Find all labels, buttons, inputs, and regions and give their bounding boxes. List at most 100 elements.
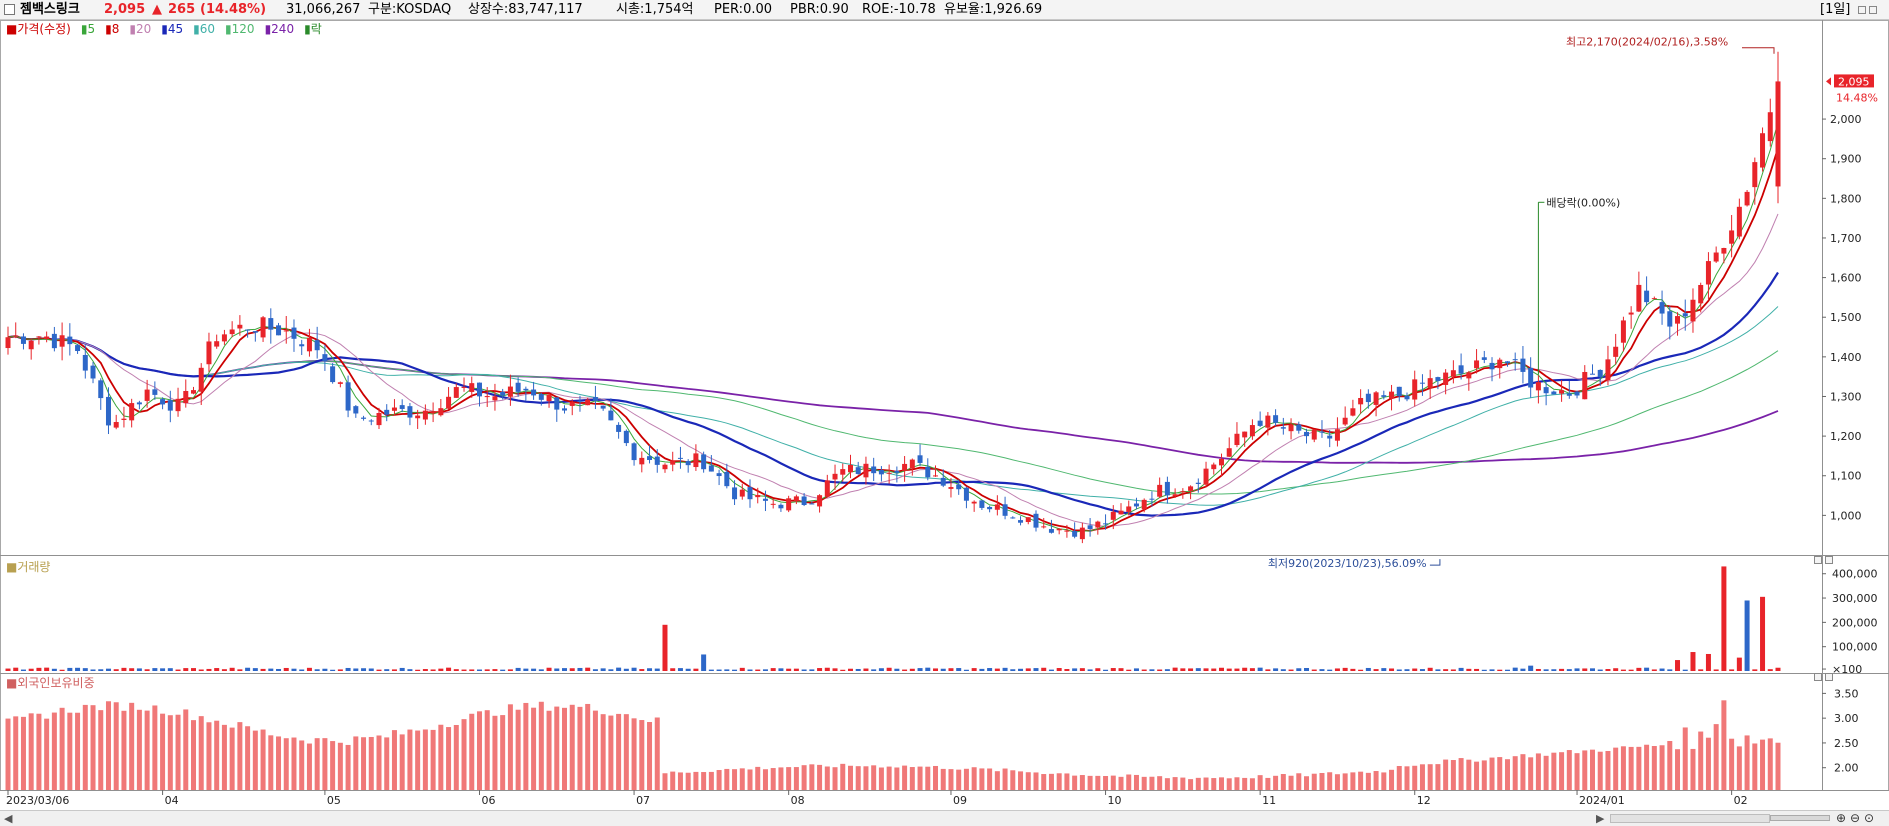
candle-body <box>1767 112 1773 142</box>
volume-panel-close-button[interactable] <box>1825 556 1833 564</box>
foreign-bar <box>1172 777 1178 790</box>
foreign-bar <box>639 720 645 790</box>
volume-bar <box>314 669 320 671</box>
candle-body <box>1373 392 1379 405</box>
candle-body <box>708 465 714 472</box>
select-checkbox[interactable] <box>4 4 15 15</box>
volume-bar <box>1535 668 1541 671</box>
foreign-bar <box>422 729 428 790</box>
volume-bar <box>1103 669 1109 671</box>
candle-body <box>608 410 614 421</box>
foreign-bar <box>592 710 598 790</box>
foreign-bar <box>948 769 954 790</box>
scroll-left-icon[interactable]: ◀ <box>4 812 13 825</box>
volume-bar <box>20 669 26 671</box>
zoom-in-icon[interactable]: ⊕ <box>1836 811 1847 825</box>
period-selector[interactable]: [1일] <box>1820 2 1851 17</box>
zoom-reset-icon[interactable]: ⊙ <box>1864 811 1875 825</box>
ma-line-45 <box>7 271 1779 517</box>
volume-bar <box>214 668 220 671</box>
volume-bar <box>1659 668 1665 671</box>
foreign-bar <box>276 736 282 790</box>
candle-body <box>631 443 637 461</box>
minimize-button[interactable] <box>1858 6 1866 14</box>
legend-ma8: ▮8 <box>105 22 120 36</box>
candle-body <box>237 324 243 329</box>
volume-bar <box>987 668 993 671</box>
date-tick-label: 07 <box>636 794 650 807</box>
volume-bar <box>1041 667 1047 671</box>
candle-body <box>755 494 761 498</box>
foreign-bar <box>894 767 900 790</box>
volume-bar <box>1025 668 1031 671</box>
scroll-right-icon[interactable]: ▶ <box>1596 812 1605 825</box>
candle-body <box>840 469 846 475</box>
foreign-bar <box>121 710 127 790</box>
candle-body <box>337 382 343 384</box>
foreign-bar <box>863 766 869 790</box>
volume-bar <box>817 668 823 671</box>
candle-body <box>902 463 908 471</box>
candle-body <box>1296 424 1302 431</box>
foreign-bar <box>1775 742 1781 790</box>
foreign-bar <box>1095 775 1101 790</box>
zoom-out-icon[interactable]: ⊖ <box>1850 811 1861 825</box>
foreign-panel-close-button[interactable] <box>1825 673 1833 681</box>
candle-body <box>1010 517 1016 519</box>
foreign-bar <box>476 711 482 790</box>
foreign-bar <box>322 738 328 790</box>
foreign-bar <box>105 701 111 790</box>
candle-body <box>1713 252 1719 262</box>
candle-body <box>994 504 1000 510</box>
price-change-pct: (14.48%) <box>200 2 267 17</box>
volume-bar <box>1358 669 1364 671</box>
volume-bar <box>183 668 189 671</box>
volume-bar <box>1520 668 1526 671</box>
legend-ma45: ▮45 <box>161 22 184 36</box>
volume-bar <box>1474 668 1480 671</box>
foreign-panel-minimize-button[interactable] <box>1814 673 1822 681</box>
candle-body <box>415 415 421 419</box>
market-cap: 시총:1,754억 <box>616 2 694 17</box>
candle-body <box>175 398 181 412</box>
candle-body <box>82 354 88 371</box>
volume-bar <box>1033 668 1039 671</box>
candle-body <box>1597 369 1603 378</box>
volume-bar <box>67 667 73 671</box>
foreign-bar <box>1234 777 1240 790</box>
foreign-bar <box>129 702 135 790</box>
date-tick-label: 05 <box>327 794 341 807</box>
candle-body <box>1605 359 1611 381</box>
candle-body <box>1188 486 1194 491</box>
candle-body <box>979 500 985 508</box>
volume-bar <box>1427 667 1433 671</box>
scroll-thumb[interactable] <box>1610 814 1770 823</box>
volume-bar <box>1481 669 1487 671</box>
foreign-bar <box>1373 771 1379 790</box>
candle-body <box>878 469 884 475</box>
volume-bar <box>1775 667 1781 671</box>
volume-bar <box>44 667 50 671</box>
candle-body <box>75 345 81 352</box>
foreign-bar <box>940 768 946 790</box>
volume-panel-minimize-button[interactable] <box>1814 556 1822 564</box>
volume-bar <box>1265 669 1271 671</box>
candle-body <box>654 456 660 465</box>
foreign-bar <box>1180 777 1186 790</box>
foreign-bar <box>1458 758 1464 790</box>
foreign-bar <box>1450 760 1456 790</box>
zoom-slider[interactable] <box>1770 815 1830 821</box>
foreign-bar <box>1636 746 1642 790</box>
volume-bar <box>940 668 946 671</box>
chart-scrollbar[interactable]: ◀ ▶ ⊕ ⊖ ⊙ <box>0 810 1889 826</box>
price-tick-label: 1,000 <box>1830 509 1862 522</box>
foreign-bar <box>1489 757 1495 790</box>
foreign-bar <box>36 713 42 790</box>
close-button[interactable] <box>1869 6 1877 14</box>
candle-body <box>817 495 823 507</box>
volume-bar <box>1736 657 1742 671</box>
volume-bar <box>1064 669 1070 671</box>
candle-body <box>183 390 189 404</box>
volume-bar <box>1334 668 1340 671</box>
volume-value: 31,066,267 <box>286 2 361 17</box>
